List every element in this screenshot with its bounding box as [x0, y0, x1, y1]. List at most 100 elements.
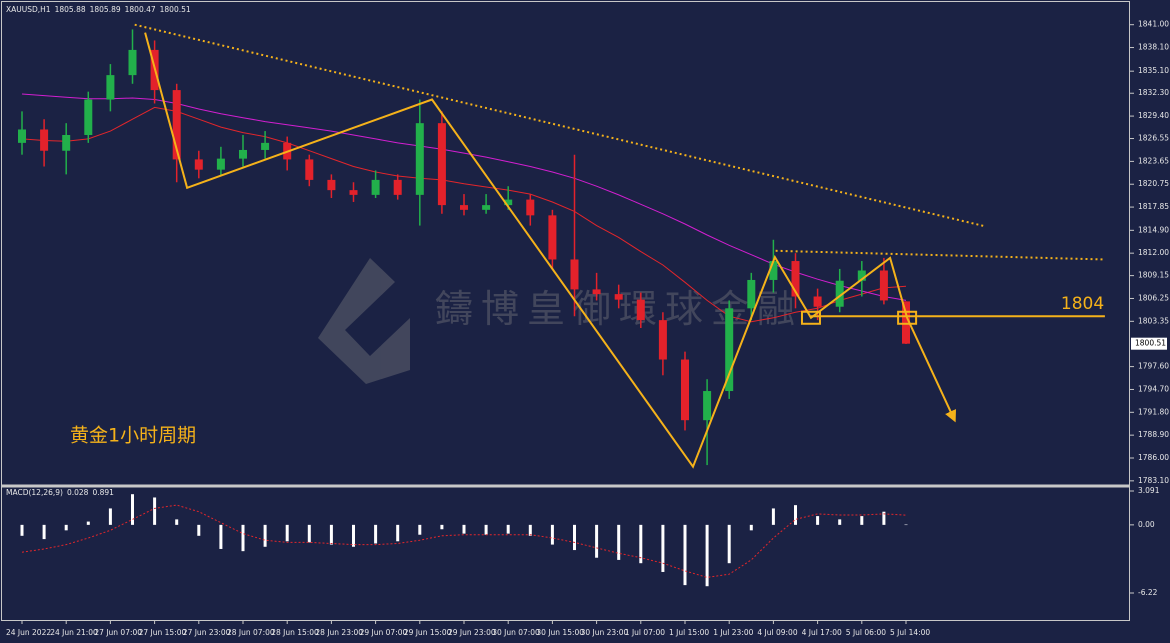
trendline	[134, 23, 986, 228]
macd-bar	[749, 524, 753, 531]
candle-body	[460, 205, 468, 210]
candle-body	[305, 159, 314, 180]
macd-bar	[175, 519, 179, 525]
macd-signal	[21, 504, 907, 578]
macd-bar	[661, 524, 665, 572]
ohlc-open: 1805.88	[55, 5, 86, 14]
y-tick-label: 1794.70	[1138, 384, 1169, 393]
macd-bar	[20, 524, 24, 536]
macd-bar	[219, 524, 223, 549]
macd-value: 0.028	[67, 488, 89, 497]
x-tick-label: 30 Jun 07:00	[492, 628, 540, 637]
x-tick-label: 29 Jun 23:00	[448, 628, 496, 637]
y-tick-label: 1806.25	[1138, 293, 1169, 302]
watermark: 鑄博皇御環球金融	[318, 258, 795, 384]
macd-bar	[639, 524, 643, 564]
macd-bar	[42, 524, 46, 540]
candle-body	[239, 149, 247, 159]
macd-bar	[484, 524, 488, 535]
x-tick-label: 28 Jun 23:00	[315, 628, 363, 637]
y-tick-label: 1809.15	[1138, 271, 1169, 280]
candle-body	[172, 90, 181, 160]
x-tick-label: 4 Jul 17:00	[802, 628, 842, 637]
candle-body	[504, 199, 513, 206]
x-tick-label: 1 Jul 07:00	[625, 628, 665, 637]
candle-body	[62, 134, 71, 151]
y-tick-label: 1841.00	[1138, 20, 1169, 29]
watermark-logo	[318, 258, 410, 384]
candle-body	[592, 289, 601, 295]
macd-bar	[352, 524, 355, 547]
candle-body	[857, 270, 866, 281]
macd-label: MACD(12,26,9)	[6, 488, 63, 497]
candle-body	[106, 75, 115, 100]
y-tick-label: 1826.55	[1138, 134, 1169, 143]
ohlc-high: 1805.89	[90, 5, 121, 14]
ohlc-close: 1800.51	[160, 5, 191, 14]
ohlc-low: 1800.47	[125, 5, 156, 14]
candle-body	[725, 308, 734, 392]
candle-body	[681, 359, 689, 421]
y-tick-label: 1832.30	[1138, 88, 1169, 97]
candle-body	[902, 301, 910, 344]
macd-header: MACD(12,26,9) 0.028 0.891	[6, 488, 114, 497]
candle-body	[393, 179, 402, 195]
macd-tick-label: -6.22	[1138, 588, 1158, 597]
x-tick-label: 28 Jun 07:00	[227, 628, 275, 637]
macd-bar	[462, 524, 466, 534]
candle-body	[128, 49, 137, 76]
x-tick-label: 29 Jun 15:00	[404, 628, 452, 637]
candle-body	[548, 215, 557, 260]
moving-average	[21, 106, 907, 323]
y-tick-label: 1791.80	[1138, 407, 1169, 416]
candle-body	[437, 123, 446, 206]
candle-body	[261, 142, 270, 150]
x-tick-label: 29 Jun 07:00	[360, 628, 408, 637]
level-label: 1804	[1061, 294, 1104, 314]
macd-bar	[860, 516, 864, 525]
macd-tick-label: 3.091	[1138, 486, 1160, 495]
marker-box	[800, 310, 821, 325]
x-tick-label: 24 Jun 2022	[6, 628, 51, 637]
x-tick-label: 27 Jun 15:00	[139, 628, 187, 637]
symbol: XAUUSD,H1	[6, 5, 51, 14]
candle-body	[526, 199, 535, 216]
candle-body	[371, 179, 380, 195]
macd-bar	[153, 497, 157, 525]
header: XAUUSD,H1 1805.88 1805.89 1800.47 1800.51	[6, 5, 191, 14]
macd-bar	[506, 524, 510, 534]
macd-bar	[882, 511, 886, 525]
macd-bar	[374, 524, 378, 544]
candle-body	[84, 99, 93, 135]
y-tick-label: 1797.60	[1138, 362, 1169, 371]
macd-bar	[64, 524, 68, 531]
macd-bar	[794, 505, 797, 525]
macd-bar	[108, 508, 112, 525]
x-tick-label: 27 Jun 23:00	[183, 628, 231, 637]
macd-bar	[595, 524, 599, 558]
candle-body	[813, 296, 822, 307]
candle-body	[216, 158, 225, 170]
candle-body	[18, 129, 26, 143]
x-tick-label: 5 Jul 14:00	[890, 628, 930, 637]
candle-body	[570, 259, 579, 290]
zigzag	[144, 32, 957, 469]
candle-body	[879, 270, 888, 301]
macd-bar	[197, 524, 201, 536]
candle-body	[40, 129, 49, 151]
candle-body	[769, 261, 778, 280]
candle-body	[349, 190, 358, 195]
macd-bar	[550, 524, 554, 545]
y-tick-label: 1786.00	[1138, 453, 1169, 462]
candle-body	[835, 280, 844, 307]
y-tick-label: 1803.35	[1138, 316, 1169, 325]
y-tick-label: 1838.10	[1138, 43, 1169, 52]
macd-bar	[727, 524, 731, 564]
candle-body	[482, 205, 491, 210]
macd-bar	[816, 516, 820, 525]
x-tick-label: 5 Jul 06:00	[846, 628, 886, 637]
frame	[1, 1, 1130, 621]
caption: 黄金1小时周期	[70, 425, 196, 447]
macd-bar	[683, 524, 687, 586]
